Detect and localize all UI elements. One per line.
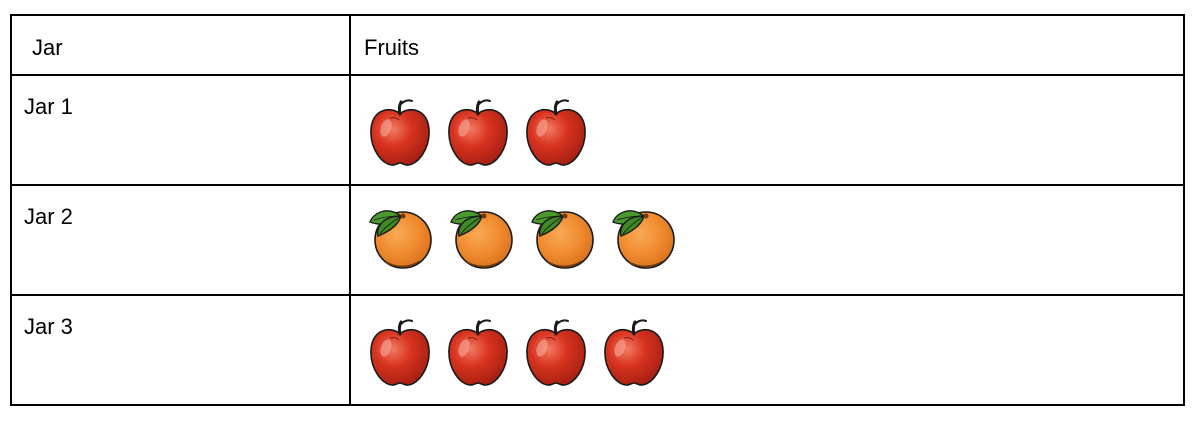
apple-icon bbox=[444, 316, 512, 388]
orange-icon bbox=[609, 202, 677, 274]
jar-label: Jar 2 bbox=[24, 204, 73, 229]
fruits-cell bbox=[349, 294, 1185, 406]
fruits-cell bbox=[349, 74, 1185, 186]
header-fruits-cell: Fruits bbox=[349, 14, 1185, 76]
fruit-group bbox=[351, 186, 1183, 274]
table-header-row: Jar Fruits bbox=[10, 14, 1185, 76]
table-row: Jar 3 bbox=[10, 294, 1185, 406]
apple-icon bbox=[366, 316, 434, 388]
header-jar-cell: Jar bbox=[10, 14, 351, 76]
fruit-group bbox=[351, 296, 1183, 388]
jar-label-cell: Jar 1 bbox=[10, 74, 351, 186]
apple-icon bbox=[600, 316, 668, 388]
jar-label-cell: Jar 2 bbox=[10, 184, 351, 296]
table-row: Jar 2 bbox=[10, 184, 1185, 296]
orange-icon bbox=[528, 202, 596, 274]
orange-icon bbox=[366, 202, 434, 274]
apple-icon bbox=[522, 96, 590, 168]
header-jar-label: Jar bbox=[32, 35, 63, 60]
fruit-group bbox=[351, 76, 1183, 168]
header-fruits-label: Fruits bbox=[364, 35, 419, 60]
fruit-jar-table: Jar Fruits Jar 1 Jar 2 Jar 3 bbox=[10, 14, 1185, 406]
table-row: Jar 1 bbox=[10, 74, 1185, 186]
fruits-cell bbox=[349, 184, 1185, 296]
orange-icon bbox=[447, 202, 515, 274]
jar-label-cell: Jar 3 bbox=[10, 294, 351, 406]
apple-icon bbox=[522, 316, 590, 388]
apple-icon bbox=[444, 96, 512, 168]
apple-icon bbox=[366, 96, 434, 168]
jar-label: Jar 3 bbox=[24, 314, 73, 339]
jar-label: Jar 1 bbox=[24, 94, 73, 119]
